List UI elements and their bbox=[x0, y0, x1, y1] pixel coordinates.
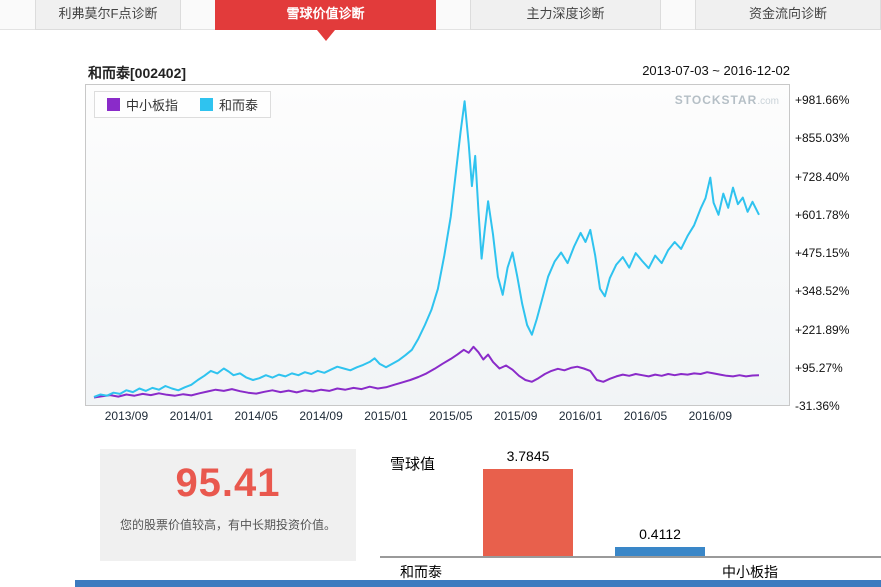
legend-item-stock[interactable]: 和而泰 bbox=[200, 95, 258, 114]
x-axis-label: 2014/05 bbox=[234, 409, 278, 423]
x-axis-label: 2013/09 bbox=[104, 409, 149, 423]
line-chart-plot bbox=[93, 100, 760, 399]
y-axis-label: +855.03% bbox=[795, 131, 850, 146]
legend-swatch-index bbox=[107, 98, 120, 111]
stock-title: 和而泰[002402] bbox=[88, 65, 187, 81]
y-axis-label: +601.78% bbox=[795, 207, 850, 222]
watermark-suffix: .com bbox=[757, 96, 779, 107]
y-axis-label: +221.89% bbox=[795, 322, 850, 337]
score-box: 95.41 您的股票价值较高，有中长期投资价值。 bbox=[100, 449, 356, 561]
tab-capital-flow[interactable]: 资金流向诊断 bbox=[695, 0, 881, 30]
watermark-main: STOCKSTAR bbox=[674, 93, 758, 107]
y-axis-label: +95.27% bbox=[795, 360, 843, 375]
stockstar-watermark: STOCKSTAR.com bbox=[675, 93, 779, 107]
y-axis-label: +348.52% bbox=[795, 284, 850, 299]
y-axis-label: -31.36% bbox=[795, 399, 840, 413]
y-axis-label: +475.15% bbox=[795, 246, 850, 260]
x-axis-label: 2015/09 bbox=[494, 409, 538, 423]
legend-swatch-stock bbox=[200, 98, 214, 111]
active-tab-arrow bbox=[317, 30, 335, 41]
legend-item-index[interactable]: 中小板指 bbox=[107, 95, 178, 114]
performance-line-chart: 中小板指 和而泰 STOCKSTAR.com bbox=[85, 84, 790, 406]
x-axis-label: 2014/09 bbox=[299, 409, 343, 423]
line-series-index bbox=[93, 345, 760, 399]
tab-livermore-f-point[interactable]: 利弗莫尔F点诊断 bbox=[35, 0, 181, 30]
legend-label-stock: 和而泰 bbox=[219, 98, 259, 113]
date-range: 2013-07-03 ~ 2016-12-02 bbox=[642, 63, 790, 78]
y-axis-label: +728.40% bbox=[795, 169, 850, 184]
x-axis-label: 2014/01 bbox=[169, 409, 213, 423]
bar-category-label-stock: 和而泰 bbox=[400, 564, 442, 580]
diagnosis-tabbar: 利弗莫尔F点诊断 雪球价值诊断 主力深度诊断 资金流向诊断 bbox=[0, 0, 881, 30]
snowball-bar-chart: 雪球值 3.7845 和而泰 0.4112 中小板指 bbox=[380, 445, 881, 580]
score-description: 您的股票价值较高，有中长期投资价值。 bbox=[119, 518, 336, 532]
x-axis-label: 2016/05 bbox=[623, 409, 668, 423]
bar-value-label-index: 0.4112 bbox=[639, 526, 681, 542]
legend-label-index: 中小板指 bbox=[126, 98, 179, 113]
bar-category-label-index: 中小板指 bbox=[722, 564, 778, 580]
bar-chart-axis bbox=[380, 556, 881, 558]
bar-stock bbox=[483, 469, 573, 556]
line-series-stock bbox=[93, 100, 760, 398]
bar-chart-title: 雪球值 bbox=[390, 456, 436, 473]
x-axis-label: 2015/01 bbox=[364, 409, 408, 423]
x-axis-label: 2015/05 bbox=[429, 409, 473, 423]
tab-main-force-depth[interactable]: 主力深度诊断 bbox=[470, 0, 661, 30]
bar-index bbox=[615, 547, 705, 556]
score-value: 95.41 bbox=[175, 461, 281, 505]
bar-value-label-stock: 3.7845 bbox=[506, 448, 550, 464]
y-axis-label: +981.66% bbox=[795, 93, 850, 107]
x-axis-labels: 2013/09 2014/01 2014/05 2014/09 2015/01 2015/… bbox=[86, 409, 791, 425]
chart-legend: 中小板指 和而泰 bbox=[94, 91, 272, 118]
x-axis-label: 2016/01 bbox=[558, 409, 603, 423]
bottom-blue-strip bbox=[75, 580, 881, 587]
x-axis-label: 2016/09 bbox=[688, 409, 733, 423]
tab-snowball-value[interactable]: 雪球价值诊断 bbox=[215, 0, 436, 30]
